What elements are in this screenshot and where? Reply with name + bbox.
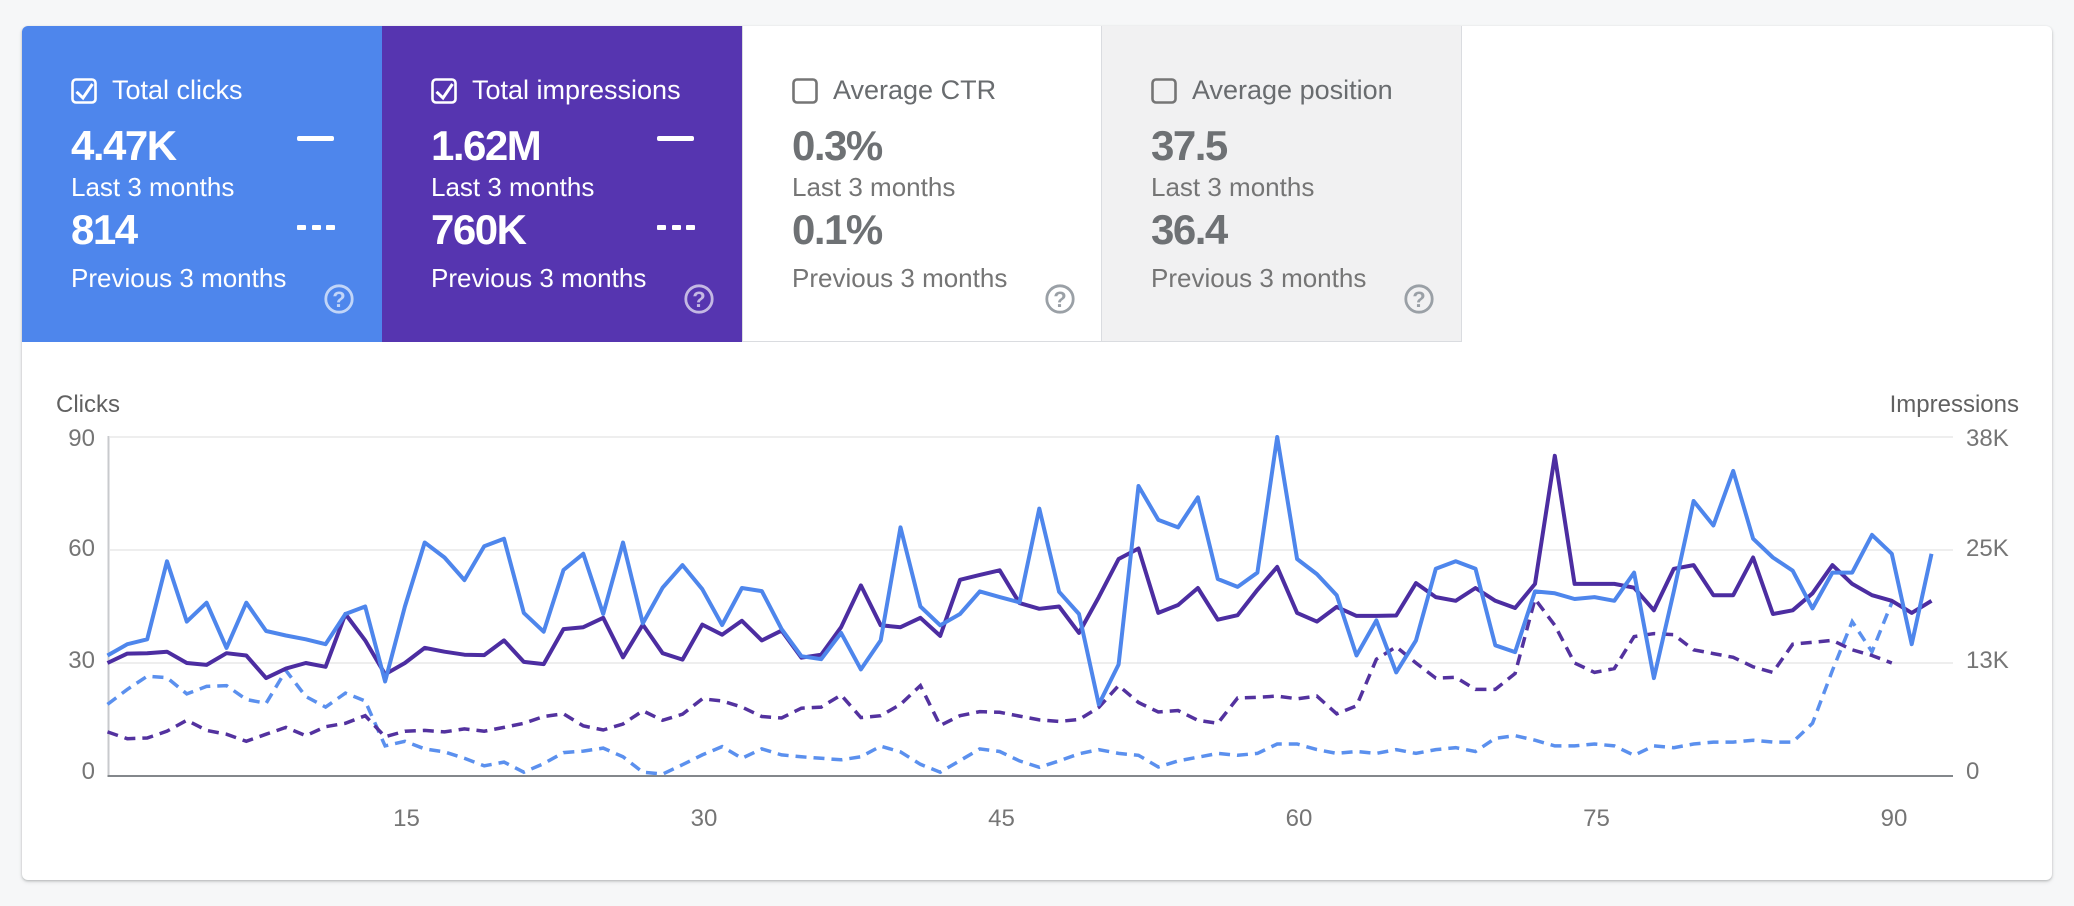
svg-text:30: 30 bbox=[68, 647, 95, 674]
svg-text:90: 90 bbox=[68, 425, 95, 452]
svg-text:15: 15 bbox=[393, 805, 420, 832]
svg-text:?: ? bbox=[692, 287, 705, 312]
svg-text:0: 0 bbox=[1966, 758, 1979, 785]
svg-text:Clicks: Clicks bbox=[56, 391, 120, 418]
svg-text:13K: 13K bbox=[1966, 647, 2009, 674]
svg-text:38K: 38K bbox=[1966, 425, 2009, 452]
svg-text:25K: 25K bbox=[1966, 535, 2009, 562]
svg-text:75: 75 bbox=[1583, 805, 1610, 832]
svg-text:0: 0 bbox=[82, 758, 95, 785]
svg-text:?: ? bbox=[1053, 287, 1066, 312]
svg-text:30: 30 bbox=[691, 805, 718, 832]
svg-text:45: 45 bbox=[988, 805, 1015, 832]
svg-text:90: 90 bbox=[1881, 805, 1908, 832]
svg-text:60: 60 bbox=[68, 535, 95, 562]
svg-text:?: ? bbox=[332, 287, 345, 312]
svg-text:60: 60 bbox=[1286, 805, 1313, 832]
svg-text:Impressions: Impressions bbox=[1890, 391, 2019, 418]
svg-text:?: ? bbox=[1412, 287, 1425, 312]
